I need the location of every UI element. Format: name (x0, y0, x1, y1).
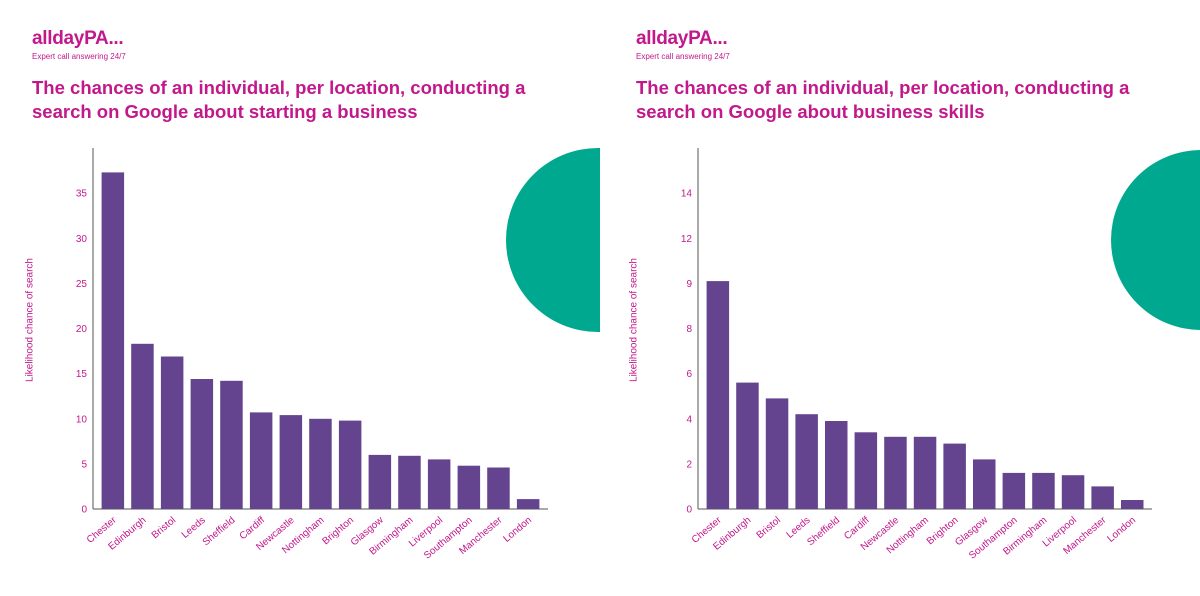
y-tick-label: 14 (681, 189, 693, 200)
category-label: London (1105, 515, 1138, 545)
bar (854, 432, 878, 509)
category-label: Bristol (150, 515, 178, 541)
bar (1002, 472, 1026, 509)
category-label: Sheffield (805, 515, 842, 548)
y-tick-label: 6 (686, 369, 692, 380)
brand-tagline: Expert call answering 24/7 (32, 52, 126, 61)
bar (1032, 472, 1055, 509)
y-tick-label: 4 (686, 414, 692, 425)
panel-business-skills: alldayPA... Expert call answering 24/7 T… (604, 0, 1200, 596)
bar (131, 343, 154, 509)
y-tick-label: 8 (686, 324, 692, 335)
y-tick-label: 30 (76, 234, 88, 245)
y-tick-label: 2 (686, 459, 692, 470)
bar (427, 459, 451, 509)
category-label: London (501, 515, 534, 545)
brand-logo: alldayPA... (32, 28, 124, 49)
y-tick-label: 20 (76, 324, 88, 335)
bar (368, 454, 392, 509)
y-tick-label: 15 (76, 369, 88, 380)
brand-tagline: Expert call answering 24/7 (636, 52, 730, 61)
bar (706, 281, 730, 509)
bar (825, 421, 848, 509)
bar (160, 356, 184, 509)
y-tick-label: 25 (76, 279, 88, 290)
bar (309, 418, 332, 510)
bar (190, 379, 214, 509)
chart-title: The chances of an individual, per locati… (32, 77, 526, 122)
y-tick-label: 35 (76, 189, 88, 200)
y-tick-label: 10 (76, 414, 88, 425)
y-axis-label: Likelihood chance of search (24, 258, 36, 382)
y-tick-label: 0 (81, 505, 87, 516)
bar (338, 420, 362, 509)
accent-circle (506, 148, 600, 332)
bar (765, 398, 789, 509)
accent-circle (1111, 150, 1200, 330)
bar (457, 465, 481, 509)
category-label: Bristol (755, 515, 783, 541)
bar (1121, 500, 1144, 509)
bar (220, 380, 243, 509)
bar (1061, 475, 1085, 509)
bar (279, 415, 303, 509)
bar (943, 443, 966, 509)
category-label: Sheffield (201, 515, 238, 548)
bar (487, 467, 510, 509)
bar (973, 459, 996, 509)
y-tick-label: 0 (686, 505, 692, 516)
bar (913, 436, 937, 509)
y-axis-label: Likelihood chance of search (628, 258, 640, 382)
brand-logo: alldayPA... (636, 28, 728, 49)
bar (101, 172, 125, 509)
bar (398, 455, 421, 509)
chart-title: The chances of an individual, per locati… (636, 77, 1130, 122)
bar (1091, 486, 1114, 509)
y-tick-label: 9 (686, 279, 692, 290)
y-tick-label: 12 (681, 234, 693, 245)
y-tick-label: 5 (81, 459, 87, 470)
bar (736, 382, 759, 509)
bar (884, 436, 907, 509)
bar (249, 412, 273, 509)
panel-starting-business: alldayPA... Expert call answering 24/7 T… (24, 28, 600, 562)
bar (795, 414, 818, 509)
bar (516, 499, 540, 509)
